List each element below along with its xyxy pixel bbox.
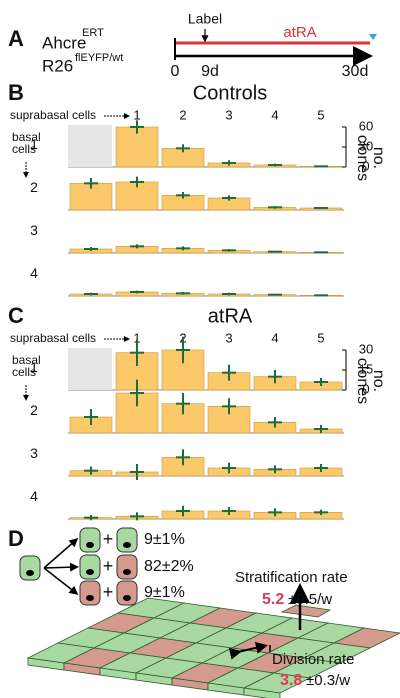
rate-label: Division rate bbox=[272, 651, 355, 668]
col-label: 4 bbox=[271, 107, 278, 122]
nucleus bbox=[123, 569, 131, 575]
chart-title: atRA bbox=[208, 305, 253, 327]
time-tick-label: 9d bbox=[201, 63, 219, 80]
nucleus bbox=[26, 570, 34, 576]
row-label: 3 bbox=[30, 445, 38, 461]
y-tick-label: 60 bbox=[359, 118, 373, 133]
time-tick-label: 0 bbox=[171, 63, 180, 80]
col-label: 5 bbox=[317, 107, 324, 122]
fate-arrow bbox=[43, 562, 79, 572]
raised-tile bbox=[280, 604, 332, 618]
genotype: Ahcre bbox=[42, 33, 86, 52]
col-axis-label: suprabasal cells bbox=[10, 331, 96, 345]
panel-label: B bbox=[8, 80, 24, 105]
row-label: 2 bbox=[30, 402, 38, 418]
cell bbox=[19, 555, 41, 581]
y-tick-label: 15 bbox=[359, 361, 373, 376]
row-label: 2 bbox=[30, 179, 38, 195]
fate-arrow bbox=[43, 567, 79, 595]
panel-label: C bbox=[8, 303, 24, 328]
row-axis-label: cells bbox=[12, 365, 36, 379]
cell bbox=[79, 527, 101, 553]
tile-side bbox=[243, 687, 281, 698]
col-label: 2 bbox=[179, 107, 186, 122]
fate-arrow bbox=[43, 538, 79, 569]
rate-value: 5.2 bbox=[262, 591, 284, 608]
panel-label: D bbox=[8, 526, 24, 551]
rate-error: ±0.5/w bbox=[288, 591, 332, 608]
nucleus bbox=[123, 595, 131, 601]
chart-title: Controls bbox=[193, 82, 267, 104]
y-axis-label: clones bbox=[354, 358, 371, 404]
row-label: 3 bbox=[30, 222, 38, 238]
col-label: 3 bbox=[225, 107, 232, 122]
end-marker bbox=[369, 34, 377, 40]
y-axis-label: no. bbox=[370, 147, 387, 169]
col-label: 3 bbox=[225, 330, 232, 345]
y-tick-label: 30 bbox=[359, 138, 373, 153]
y-tick-label: 0 bbox=[362, 158, 369, 173]
y-axis-label: clones bbox=[354, 135, 371, 181]
event-label: Label bbox=[188, 11, 222, 27]
col-axis-label: suprabasal cells bbox=[10, 108, 96, 122]
row-axis-label: basal bbox=[12, 130, 41, 144]
rate-value: 3.8 bbox=[280, 672, 302, 689]
row-label: 1 bbox=[30, 136, 38, 152]
plus: + bbox=[103, 529, 114, 549]
division-arrow bbox=[228, 641, 268, 660]
cell bbox=[79, 554, 101, 580]
nucleus bbox=[86, 595, 94, 601]
cell bbox=[79, 580, 101, 606]
cell bbox=[116, 580, 138, 606]
empty-cell bbox=[68, 348, 112, 390]
genotype: R26 bbox=[42, 56, 73, 75]
treatment-label: atRA bbox=[283, 24, 316, 41]
fate-probability: 82±2% bbox=[144, 558, 194, 575]
panel-label: A bbox=[8, 26, 24, 51]
rate-label: Stratification rate bbox=[235, 569, 348, 586]
row-axis-label: basal bbox=[12, 353, 41, 367]
fate-probability: 9±1% bbox=[144, 584, 185, 601]
row-label: 4 bbox=[30, 488, 38, 504]
col-label: 1 bbox=[133, 330, 140, 345]
col-label: 1 bbox=[133, 107, 140, 122]
empty-cell bbox=[68, 125, 112, 167]
genotype-sup: ERT bbox=[82, 27, 104, 39]
genotype-sup: flEYFP/wt bbox=[75, 52, 123, 64]
nucleus bbox=[86, 542, 94, 548]
y-tick-label: 0 bbox=[362, 381, 369, 396]
row-label: 4 bbox=[30, 265, 38, 281]
y-tick-label: 30 bbox=[359, 341, 373, 356]
nucleus bbox=[123, 542, 131, 548]
col-label: 5 bbox=[317, 330, 324, 345]
plus: + bbox=[103, 556, 114, 576]
plus: + bbox=[103, 582, 114, 602]
col-label: 4 bbox=[271, 330, 278, 345]
row-axis-label: cells bbox=[12, 142, 36, 156]
fate-probability: 9±1% bbox=[144, 531, 185, 548]
rate-error: ±0.3/w bbox=[306, 672, 350, 689]
y-axis-label: no. bbox=[370, 370, 387, 392]
row-label: 1 bbox=[30, 359, 38, 375]
nucleus bbox=[86, 569, 94, 575]
time-tick-label: 30d bbox=[342, 63, 369, 80]
cell bbox=[116, 527, 138, 553]
cell bbox=[116, 554, 138, 580]
